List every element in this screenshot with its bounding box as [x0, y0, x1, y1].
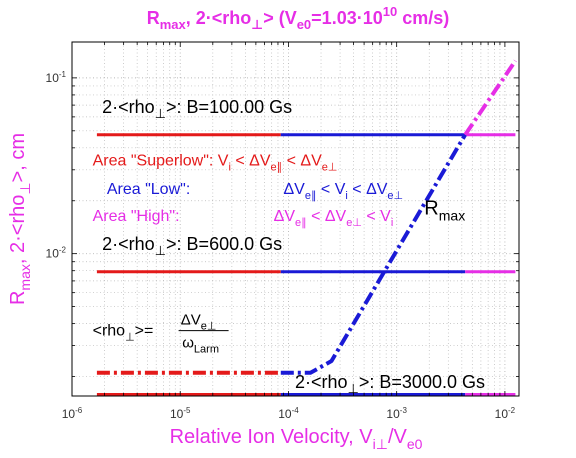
area-low-name: Area "Low":	[107, 181, 190, 198]
label-b3000: 2·<rho⊥>: B=3000.0 Gs	[295, 372, 485, 396]
plot-frame	[71, 41, 520, 397]
y-tick-label: 10-2	[46, 246, 67, 261]
x-tick-label: 10-3	[386, 406, 407, 421]
x-tick-label: 10-5	[170, 406, 191, 421]
area-superlow: Area "Superlow": Vi < ΔVe∥ < ΔVe⊥	[93, 152, 338, 173]
series-3-segment-1	[280, 133, 467, 375]
formula: <rho⊥>= ΔVe⊥ωLarm	[93, 312, 229, 356]
plot-background	[72, 42, 519, 396]
formula-lhs: <rho⊥>=	[93, 323, 154, 344]
area-high-cond: ΔVe∥ < ΔVe⊥ < Vi	[274, 208, 394, 229]
series-3	[96, 59, 518, 375]
label-b600: 2·<rho⊥>: B=600.0 Gs	[102, 234, 282, 258]
x-tick-label: 10-2	[495, 406, 516, 421]
plot-area: 10-6 10-5 10-4 10-3 10-2 10-2 10-1 2·<rho⊥>: B…	[46, 41, 520, 421]
area-high-name: Area "High":	[93, 208, 180, 225]
area-low-cond: ΔVe∥ < Vi < ΔVe⊥	[283, 181, 403, 202]
ticks: 10-6 10-5 10-4 10-3 10-2 10-2 10-1	[46, 42, 519, 421]
annotations: 2·<rho⊥>: B=100.00 Gs Area "Superlow": Vi…	[93, 97, 485, 396]
formula-denominator: ωLarm	[182, 335, 219, 356]
formula-numerator: ΔVe⊥	[181, 312, 217, 333]
rmax-label: Rmax	[424, 198, 465, 224]
series-3-segment-2	[463, 59, 518, 136]
x-tick-label: 10-4	[278, 406, 299, 421]
y-axis-label: Rmax, 2·<rho⊥>, cm	[7, 133, 33, 305]
x-axis-label: Relative Ion Velocity, Vi⊥/Ve0	[170, 426, 423, 452]
x-tick-label: 10-6	[62, 406, 83, 421]
y-tick-label: 10-1	[46, 70, 67, 85]
chart-title: Rmax, 2·<rho⊥> (Ve0=1.03·1010 cm/s)	[147, 4, 449, 32]
label-b100: 2·<rho⊥>: B=100.00 Gs	[102, 97, 292, 121]
